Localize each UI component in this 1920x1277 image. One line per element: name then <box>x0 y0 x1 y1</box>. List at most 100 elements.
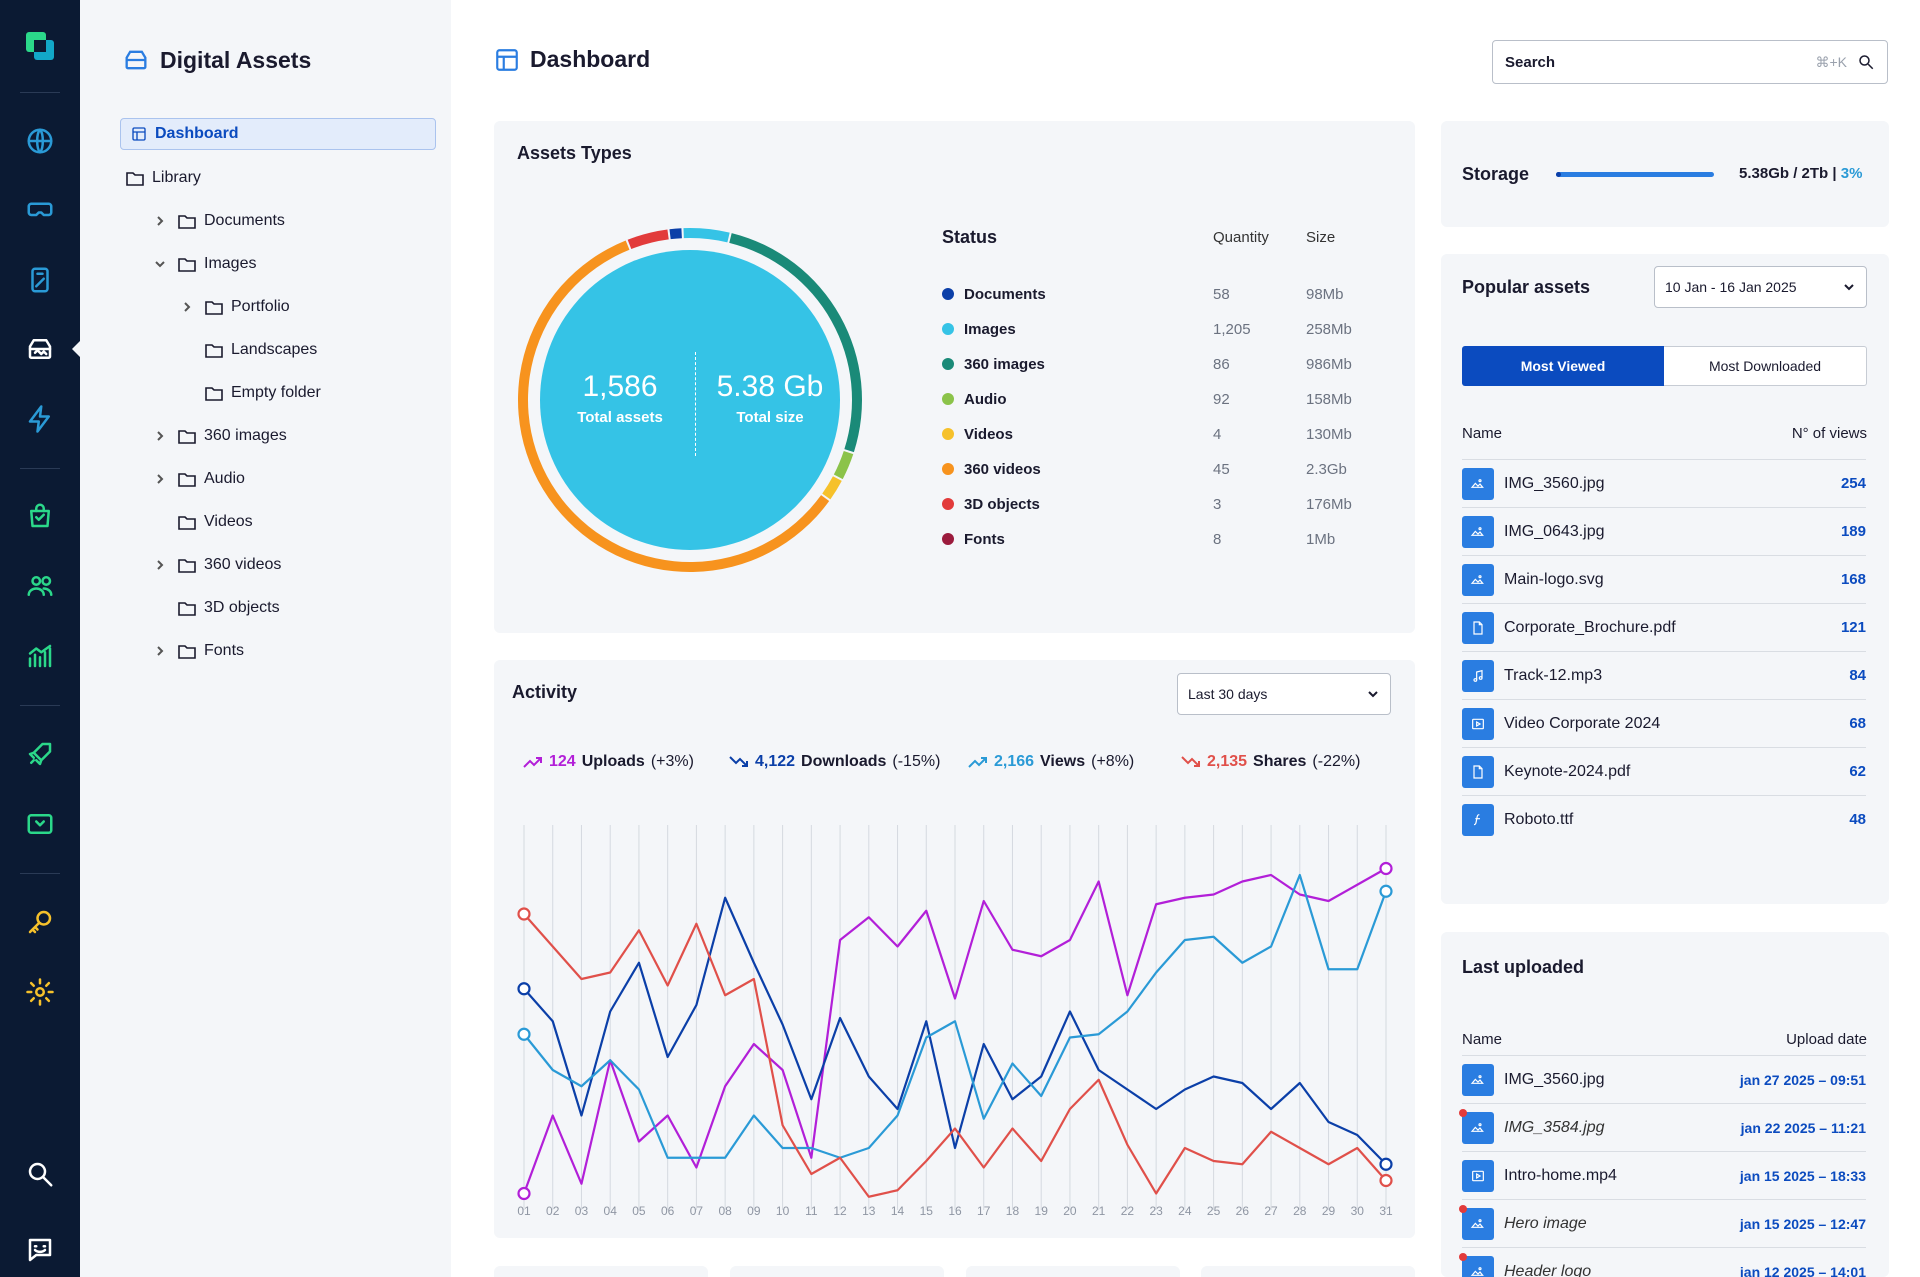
tablet-icon[interactable] <box>22 262 58 298</box>
search-icon[interactable] <box>22 1156 58 1192</box>
tree-item-dashboard[interactable]: Dashboard <box>120 118 436 150</box>
tree-item-fonts[interactable]: Fonts <box>152 635 244 667</box>
tree-item-images[interactable]: Images <box>152 248 256 280</box>
tab-most-downloaded[interactable]: Most Downloaded <box>1664 346 1867 386</box>
donut-slice-audio[interactable] <box>833 450 854 480</box>
tree-item-360-images[interactable]: 360 images <box>152 420 287 452</box>
tree-item-label: Audio <box>204 470 245 487</box>
unread-indicator <box>1459 1252 1467 1261</box>
popular-asset-row[interactable]: Roboto.ttf 48 <box>1462 795 1866 843</box>
globe-icon[interactable] <box>22 123 58 159</box>
chevron-right-icon[interactable] <box>152 557 168 573</box>
donut-slice-images[interactable] <box>683 228 730 243</box>
uploaded-asset-row[interactable]: Header logo jan 12 2025 – 14:01 <box>1459 1247 1866 1277</box>
feedback-icon[interactable] <box>22 1232 58 1268</box>
tree-item-videos[interactable]: Videos <box>178 506 253 538</box>
activity-range-select[interactable]: Last 30 days <box>1177 673 1391 715</box>
search-input[interactable] <box>1505 53 1816 71</box>
tree-item-portfolio[interactable]: Portfolio <box>179 291 290 323</box>
tree-item-audio[interactable]: Audio <box>152 463 245 495</box>
popular-asset-row[interactable]: Corporate_Brochure.pdf 121 <box>1462 603 1866 651</box>
tree-item-landscapes[interactable]: Landscapes <box>205 334 317 366</box>
search-icon[interactable] <box>1857 53 1875 71</box>
asset-views: 84 <box>1849 667 1866 684</box>
tree-item-documents[interactable]: Documents <box>152 205 285 237</box>
chevron-right-icon[interactable] <box>152 428 168 444</box>
donut-slice-documents[interactable] <box>669 228 682 240</box>
unread-indicator <box>1459 1204 1467 1213</box>
rocket-icon[interactable] <box>22 736 58 772</box>
media-icon[interactable] <box>22 806 58 842</box>
analytics-icon[interactable] <box>22 638 58 674</box>
folder-icon <box>178 558 196 573</box>
data-point <box>608 1010 612 1014</box>
gear-icon[interactable] <box>22 974 58 1010</box>
uploaded-asset-row[interactable]: Hero image jan 15 2025 – 12:47 <box>1459 1199 1866 1247</box>
tree-item-library[interactable]: Library <box>126 162 201 194</box>
tree-item-3d-objects[interactable]: 3D objects <box>178 592 280 624</box>
popular-asset-row[interactable]: Video Corporate 2024 68 <box>1462 699 1866 747</box>
chevron-right-icon[interactable] <box>152 213 168 229</box>
data-point <box>694 1003 698 1007</box>
popular-asset-row[interactable]: IMG_0643.jpg 189 <box>1462 507 1866 555</box>
chevron-down-icon[interactable] <box>152 256 168 272</box>
assets-icon[interactable] <box>22 331 58 367</box>
asset-name: Roboto.ttf <box>1504 810 1574 828</box>
chevron-right-icon[interactable] <box>152 471 168 487</box>
data-point <box>723 993 727 997</box>
asset-types-donut <box>518 228 862 572</box>
image-icon <box>1462 467 1494 500</box>
data-point <box>637 928 641 932</box>
data-point <box>1039 1159 1043 1163</box>
tab-most-viewed[interactable]: Most Viewed <box>1462 346 1664 386</box>
metric-change: (-15%) <box>892 753 941 770</box>
popular-asset-row[interactable]: Track-12.mp3 84 <box>1462 651 1866 699</box>
tree-item-empty-folder[interactable]: Empty folder <box>205 377 321 409</box>
uploaded-asset-row[interactable]: IMG_3560.jpg jan 27 2025 – 09:51 <box>1462 1055 1866 1103</box>
popular-asset-row[interactable]: IMG_3560.jpg 254 <box>1462 459 1866 507</box>
trend-down-icon <box>1181 756 1200 767</box>
status-name: 360 images <box>942 356 1045 373</box>
uploaded-asset-row[interactable]: Intro-home.mp4 jan 15 2025 – 18:33 <box>1462 1151 1866 1199</box>
search-box[interactable]: ⌘+K <box>1492 40 1888 84</box>
data-point <box>517 1186 531 1201</box>
series-views <box>517 873 1393 1159</box>
search-shortcut: ⌘+K <box>1815 53 1847 70</box>
legend-dot <box>942 358 954 370</box>
storage-bar-fill <box>1556 172 1561 177</box>
x-tick-label: 01 <box>517 1204 531 1218</box>
donut-slice-3d-objects[interactable] <box>627 229 669 250</box>
status-size: 158Mb <box>1306 391 1352 408</box>
data-point <box>637 1140 641 1144</box>
metric-label: Downloads <box>801 753 887 770</box>
popular-asset-row[interactable]: Keynote-2024.pdf 62 <box>1462 747 1866 795</box>
metric-value: 2,135 <box>1207 753 1248 770</box>
key-icon[interactable] <box>22 904 58 940</box>
popular-asset-row[interactable]: Main-logo.svg 168 <box>1462 555 1866 603</box>
page-title-text: Dashboard <box>530 46 651 72</box>
folder-icon <box>126 171 144 186</box>
status-label: 360 videos <box>964 461 1041 478</box>
users-icon[interactable] <box>22 568 58 604</box>
app-logo[interactable] <box>22 28 58 64</box>
rail-divider <box>20 873 60 874</box>
tree-item-360-videos[interactable]: 360 videos <box>152 549 281 581</box>
popular-range-select[interactable]: 10 Jan - 16 Jan 2025 <box>1654 266 1867 308</box>
tree-item-label: Fonts <box>204 642 245 659</box>
tree-item-label: Library <box>152 169 201 186</box>
data-point <box>1212 935 1216 939</box>
chevron-right-icon[interactable] <box>152 643 168 659</box>
lightning-icon[interactable] <box>22 401 58 437</box>
uploaded-asset-row[interactable]: IMG_3584.jpg jan 22 2025 – 11:21 <box>1459 1103 1866 1151</box>
vr-headset-icon[interactable] <box>22 192 58 228</box>
legend-dot <box>942 323 954 335</box>
x-tick-label: 13 <box>862 1204 876 1218</box>
shopping-bag-icon[interactable] <box>22 498 58 534</box>
data-point <box>1327 967 1331 971</box>
status-size: 176Mb <box>1306 496 1352 513</box>
chevron-right-icon[interactable] <box>179 299 195 315</box>
legend-dot <box>942 393 954 405</box>
x-tick-label: 30 <box>1351 1204 1365 1218</box>
donut-slice-360-images[interactable] <box>729 233 862 453</box>
donut-slice-videos[interactable] <box>822 476 842 500</box>
